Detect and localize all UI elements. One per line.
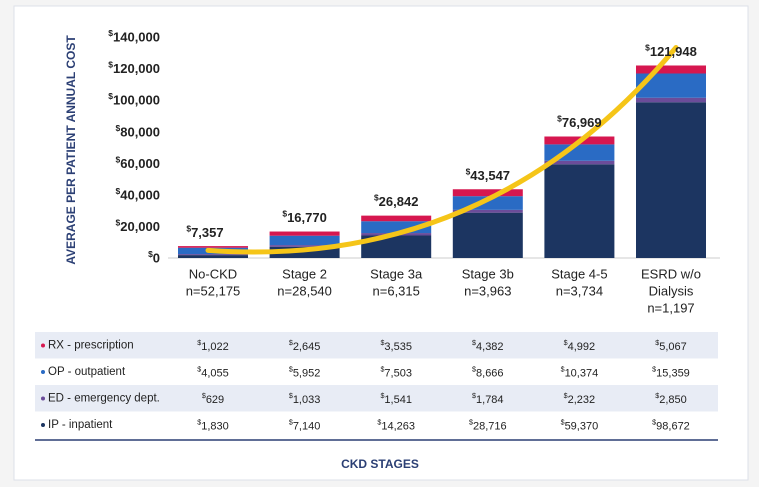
x-tick-label: n=6,315 (373, 283, 420, 298)
x-tick-label: Stage 3b (462, 266, 514, 281)
table-cell: $1,033 (289, 392, 321, 406)
x-tick-label: Stage 3a (370, 266, 423, 281)
bar-segment (452, 189, 523, 197)
y-tick-label: $60,000 (116, 155, 160, 172)
total-label: $76,969 (557, 114, 601, 131)
legend-label: OP - outpatient (48, 366, 126, 378)
x-tick-label: Stage 4-5 (551, 266, 607, 281)
table-cell: $7,503 (380, 365, 412, 379)
bar-segment (269, 231, 340, 236)
table-cell: $59,370 (561, 418, 599, 432)
legend-bullet (41, 370, 45, 374)
bar-segment (636, 97, 706, 103)
table-cell: $8,666 (472, 365, 504, 379)
table-cell: $10,374 (561, 365, 599, 379)
bar-segment (178, 246, 248, 248)
x-tick-label: Dialysis (649, 283, 694, 298)
table-cell: $4,382 (472, 339, 504, 353)
table-cell: $2,645 (289, 339, 321, 353)
x-tick-label: n=3,963 (464, 283, 511, 298)
total-label: $7,357 (186, 224, 223, 241)
legend-bullet (41, 343, 45, 348)
legend-label: IP - inpatient (48, 419, 113, 431)
y-tick-label: $120,000 (108, 60, 160, 77)
table-cell: $2,232 (564, 392, 596, 406)
table-cell: $5,952 (289, 365, 321, 379)
table-cell: $4,055 (197, 365, 229, 379)
y-tick-label: $100,000 (108, 91, 160, 108)
total-label: $26,842 (374, 193, 418, 210)
x-tick-label: Stage 2 (282, 266, 327, 281)
bar-segment (269, 245, 340, 247)
total-label: $43,547 (466, 167, 510, 184)
bar-segment (361, 235, 432, 258)
bar-segment (452, 212, 523, 258)
legend-label: RX - prescription (48, 340, 134, 352)
bar-segment (544, 160, 615, 165)
table-cell: $4,992 (564, 339, 596, 353)
legend-bullet (41, 396, 45, 401)
trend-curve (205, 44, 679, 255)
y-tick-label: $20,000 (116, 218, 160, 235)
table-cell: $3,535 (380, 339, 412, 353)
bar-segment (636, 102, 706, 258)
table-cell: $1,022 (197, 339, 229, 353)
table-row-bg (35, 385, 718, 412)
bar-segment (361, 221, 432, 234)
x-tick-label: ESRD w/o (641, 266, 701, 281)
x-axis-title: CKD STAGES (341, 457, 419, 471)
table-cell: $15,359 (652, 365, 690, 379)
table-cell: $28,716 (469, 418, 507, 432)
bar-segment (269, 235, 340, 246)
table-cell: $14,263 (377, 418, 415, 432)
y-tick-label: $40,000 (116, 186, 160, 203)
bar-segment (544, 164, 615, 258)
table-cell: $5,067 (655, 339, 687, 353)
legend-label: ED - emergency dept. (48, 393, 160, 405)
x-tick-label: n=52,175 (186, 283, 241, 298)
bar-segment (269, 246, 340, 258)
table-cell: $2,850 (655, 392, 687, 406)
table-cell: $629 (202, 392, 224, 406)
bar-segment (452, 209, 523, 213)
bar-segment (636, 65, 706, 74)
x-tick-label: n=3,734 (556, 283, 603, 298)
table-cell: $1,784 (472, 392, 504, 406)
table-cell: $7,140 (289, 418, 321, 432)
table-row-bg (35, 332, 718, 359)
total-label: $121,948 (645, 43, 697, 60)
legend-bullet (41, 423, 45, 427)
y-tick-label: $80,000 (116, 123, 160, 140)
y-tick-label: $140,000 (108, 28, 160, 45)
y-tick-label: $0 (148, 249, 160, 266)
total-label: $16,770 (282, 209, 326, 226)
x-tick-label: n=1,197 (647, 300, 694, 315)
table-cell: $1,830 (197, 418, 229, 432)
bar-segment (361, 215, 432, 222)
x-tick-label: No-CKD (189, 266, 237, 281)
y-axis-title: AVERAGE PER PATIENT ANNUAL COST (64, 35, 78, 265)
bar-segment (178, 254, 248, 256)
table-cell: $98,672 (652, 418, 690, 432)
x-tick-label: n=28,540 (277, 283, 332, 298)
table-cell: $1,541 (380, 392, 412, 406)
bar-segment (178, 255, 248, 258)
